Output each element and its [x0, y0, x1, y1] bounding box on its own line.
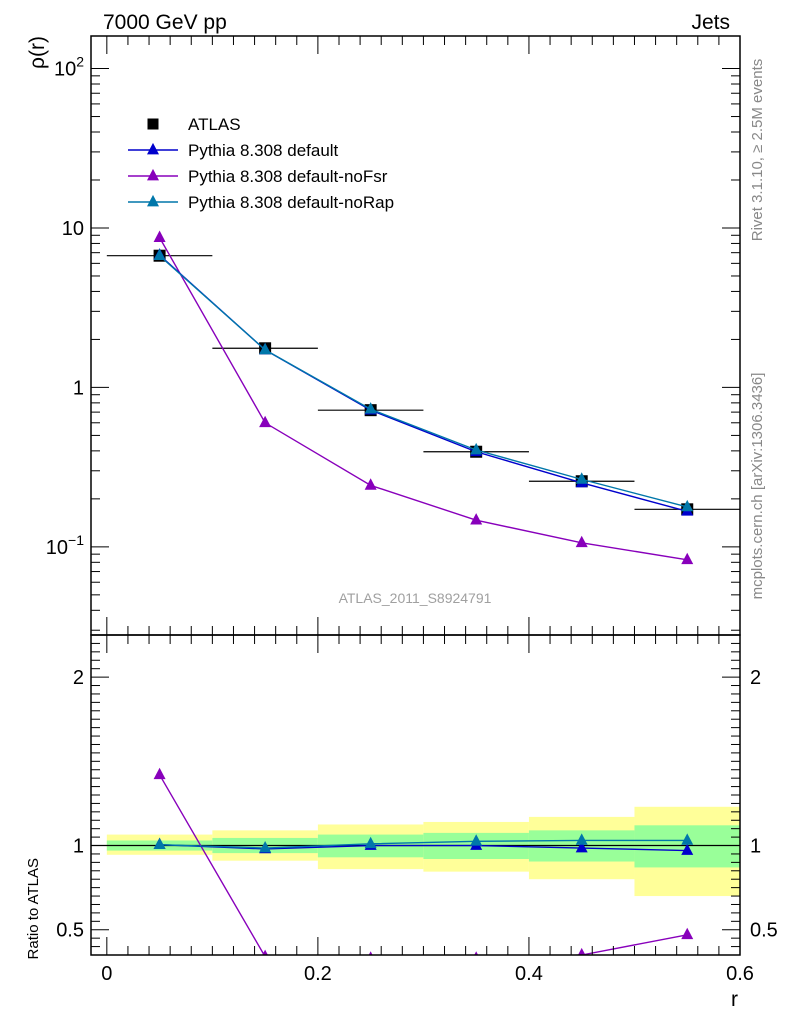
ratio-point-noRap: [470, 834, 483, 846]
ratio-y-tick-label-right: 2: [750, 667, 761, 689]
main-line-default: [159, 254, 688, 513]
main-series-layer: [106, 230, 740, 565]
ratio-y-axis-label: Ratio to ATLAS: [25, 858, 42, 959]
ratio-panel-frame: [90, 634, 741, 956]
main-point-noRap: [364, 402, 377, 414]
main-point-noRap: [153, 248, 166, 261]
x-tick-label: 0.2: [304, 963, 332, 985]
ratio-y-tick-label-right: 1: [750, 836, 761, 858]
legend: ATLAS Pythia 8.308 default Pythia 8.308 de…: [128, 115, 394, 212]
main-point-noRap: [681, 499, 694, 512]
ratio-point-noFsr: [153, 767, 166, 780]
ratio-y-tick-label: 0.5: [56, 920, 84, 942]
ratio-point-noFsr: [474, 951, 479, 955]
x-tick-label: 0: [101, 963, 112, 985]
legend-label-default: Pythia 8.308 default: [188, 141, 339, 160]
legend-label-noFsr: Pythia 8.308 default-noFsr: [188, 167, 388, 186]
main-point-noFsr: [470, 513, 483, 525]
ratio-point-noFsr: [577, 947, 586, 955]
ratio-point-noRap: [681, 833, 694, 845]
ratio-uncertainty-bands: [106, 806, 740, 897]
ratio-y-tick-label-right: 0.5: [750, 920, 778, 942]
main-line-noFsr: [158, 237, 688, 561]
ratio-y-tick-label: 2: [73, 667, 84, 689]
rivet-label: Rivet 3.1.10, ≥ 2.5M events: [749, 59, 766, 242]
ratio-point-noFsr: [368, 951, 373, 955]
ratio-point-default: [575, 840, 588, 853]
ratio-point-noFsr: [681, 927, 694, 940]
ratio-series-layer: [153, 767, 694, 955]
main-point-noFsr: [259, 415, 272, 428]
ratio-point-default: [681, 843, 694, 855]
main-y-tick-label: 10: [62, 218, 84, 240]
legend-marker-default: [147, 142, 159, 155]
header-right: Jets: [691, 11, 730, 34]
x-axis-label: r: [731, 988, 738, 1011]
ratio-point-noRap: [153, 837, 166, 850]
legend-marker-noRap: [147, 194, 159, 207]
main-point-noFsr: [364, 478, 377, 490]
main-point-noRap: [470, 442, 483, 455]
main-y-tick-label: 10−1: [46, 532, 84, 559]
main-point-noRap: [259, 342, 272, 355]
ratio-point-noRap: [364, 836, 377, 849]
main-point-noFsr: [575, 535, 588, 548]
x-tick-label: 0.6: [726, 963, 754, 985]
ratio-point-noRap: [259, 840, 272, 853]
main-point-noRap: [575, 472, 588, 484]
main-line-noRap: [159, 255, 688, 508]
analysis-watermark: ATLAS_2011_S8924791: [339, 590, 492, 606]
ratio-point-noRap: [575, 833, 588, 845]
legend-label-atlas: ATLAS: [188, 115, 241, 134]
header-left: 7000 GeV pp: [103, 11, 227, 34]
main-point-noFsr: [681, 552, 694, 565]
legend-marker-noFsr: [147, 168, 159, 181]
main-y-tick-label: 102: [54, 54, 84, 81]
main-point-noFsr: [153, 230, 166, 242]
ratio-line-noFsr: [158, 774, 688, 955]
main-y-axis-label: ρ(r): [26, 36, 49, 69]
legend-marker-atlas: [147, 118, 159, 130]
ratio-point-noFsr: [262, 949, 268, 955]
legend-label-noRap: Pythia 8.308 default-noRap: [188, 193, 394, 212]
ratio-line-noRap: [159, 839, 688, 849]
ratio-y-tick-label: 1: [73, 836, 84, 858]
main-y-tick-label: 1: [73, 377, 84, 399]
mcplots-label: mcplots.cern.ch [arXiv:1306.3436]: [749, 373, 766, 600]
ratio-line-default: [159, 843, 688, 852]
x-tick-label: 0.4: [515, 963, 543, 985]
